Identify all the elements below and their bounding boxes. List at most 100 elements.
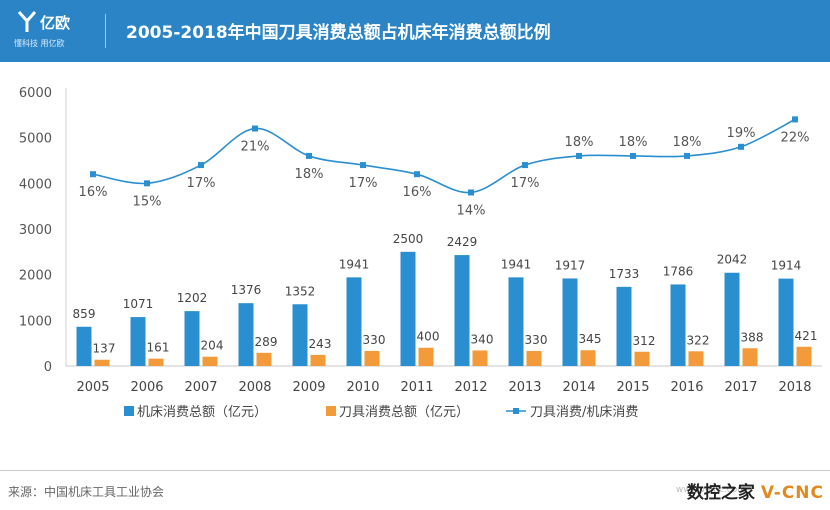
bar-machine-tool-label: 1202 [177,291,208,305]
bar-machine-tool [184,311,200,366]
bar-cutting-tool [472,350,488,366]
ratio-point [738,143,744,150]
bar-machine-tool [778,278,794,366]
bar-cutting-tool [796,346,812,366]
legend-label-ratio: 刀具消费/机床消费 [530,405,638,420]
bar-cutting-tool [634,351,650,366]
y-tick-label: 6000 [19,86,52,101]
bar-cutting-tool [418,347,434,366]
bar-machine-tool-label: 2429 [447,235,478,249]
bar-cutting-tool-label: 340 [471,332,494,346]
ratio-point [522,162,528,169]
bar-cutting-tool-label: 289 [255,335,278,349]
bar-cutting-tool-label: 161 [147,341,170,355]
ratio-point [468,189,474,196]
header-bar: 亿欧 懂科技 用亿欧 2005-2018年中国刀具消费总额占机床年消费总额比例 [0,0,830,62]
bar-machine-tool-label: 859 [73,307,96,321]
ratio-point [414,171,420,178]
x-tick-label: 2018 [778,380,811,395]
ratio-label: 14% [457,203,486,218]
x-tick-label: 2007 [184,380,217,395]
bar-cutting-tool [364,350,380,366]
ratio-point [252,125,258,132]
watermark-text-en: V-CNC [760,483,824,503]
bar-cutting-tool [688,351,704,366]
bar-machine-tool [238,303,254,366]
bar-cutting-tool [580,350,596,366]
bar-machine-tool [400,251,416,366]
bar-machine-tool [292,304,308,366]
ratio-point [684,152,690,159]
y-tick-label: 0 [44,360,52,375]
x-tick-label: 2009 [292,380,325,395]
x-tick-label: 2016 [670,380,703,395]
bar-machine-tool-label: 1352 [285,284,316,298]
bar-machine-tool [724,272,740,366]
ratio-label: 18% [295,167,324,182]
ratio-label: 19% [727,126,756,141]
bar-cutting-tool-label: 421 [795,329,818,343]
x-tick-label: 2013 [508,380,541,395]
bar-machine-tool-label: 1071 [123,297,154,311]
bar-machine-tool [346,277,362,366]
legend-label-cutting-tool: 刀具消费总额（亿元） [339,405,469,420]
x-tick-label: 2006 [130,380,163,395]
bar-cutting-tool-label: 345 [579,332,602,346]
bar-machine-tool [616,286,632,366]
watermark: 数控之家 V-CNC [687,478,824,503]
bar-cutting-tool-label: 243 [309,337,332,351]
y-tick-label: 5000 [19,132,52,147]
source-note: 来源：中国机床工具工业协会 [8,485,165,499]
ratio-label: 17% [187,176,216,191]
chart-area: 0 1000 2000 3000 4000 5000 6000 2005 2006 2007 200… [19,86,822,420]
ratio-point [360,162,366,169]
ratio-point [90,171,96,178]
x-tick-label: 2015 [616,380,649,395]
bar-cutting-tool [742,348,758,366]
x-tick-label: 2008 [238,380,271,395]
bar-machine-tool [508,277,524,366]
watermark-url: www.v-cnc.com [675,485,746,495]
bar-cutting-tool-label: 312 [633,334,656,348]
y-tick-label: 1000 [19,314,52,329]
ratio-label: 17% [349,176,378,191]
bar-machine-tool [454,255,470,366]
ratio-label: 16% [403,185,432,200]
ratio-point [144,180,150,187]
bar-machine-tool-label: 1786 [663,264,694,278]
bar-machine-tool-label: 1733 [609,267,640,281]
ratio-point [306,152,312,159]
legend-marker-ratio [513,408,519,414]
x-tick-label: 2005 [76,380,109,395]
bar-cutting-tool-label: 322 [687,333,710,347]
ratio-label: 18% [673,135,702,150]
ratio-point [630,152,636,159]
brand-logo[interactable]: 亿欧 懂科技 用亿欧 [14,8,104,54]
ratio-line [92,118,796,194]
ratio-label: 18% [565,135,594,150]
bar-cutting-tool-label: 137 [93,342,116,356]
bar-cutting-tool-label: 330 [363,333,386,347]
ratio-label: 15% [133,194,162,209]
footer-divider [0,470,830,471]
bar-machine-tool-label: 1941 [339,257,370,271]
logo-slogan: 懂科技 用亿欧 [14,39,65,48]
y-tick-label: 3000 [19,223,52,238]
bar-cutting-tool [202,356,218,366]
bar-cutting-tool-label: 400 [417,330,440,344]
ratio-point [198,162,204,169]
bar-machine-tool [670,284,686,366]
x-tick-label: 2010 [346,380,379,395]
bar-machine-tool-label: 2042 [717,253,748,267]
bar-cutting-tool-label: 204 [201,339,224,353]
legend-swatch-cutting-tool [326,406,336,416]
bar-cutting-tool-label: 388 [741,330,764,344]
ratio-point [792,116,798,123]
legend-label-machine-tool: 机床消费总额（亿元） [137,405,267,420]
bar-cutting-tool [526,350,542,366]
bar-machine-tool-label: 1917 [555,258,586,272]
logo-name: 亿欧 [40,14,71,32]
bar-machine-tool-label: 1941 [501,257,532,271]
ratio-point [576,152,582,159]
bar-cutting-tool [310,354,326,366]
